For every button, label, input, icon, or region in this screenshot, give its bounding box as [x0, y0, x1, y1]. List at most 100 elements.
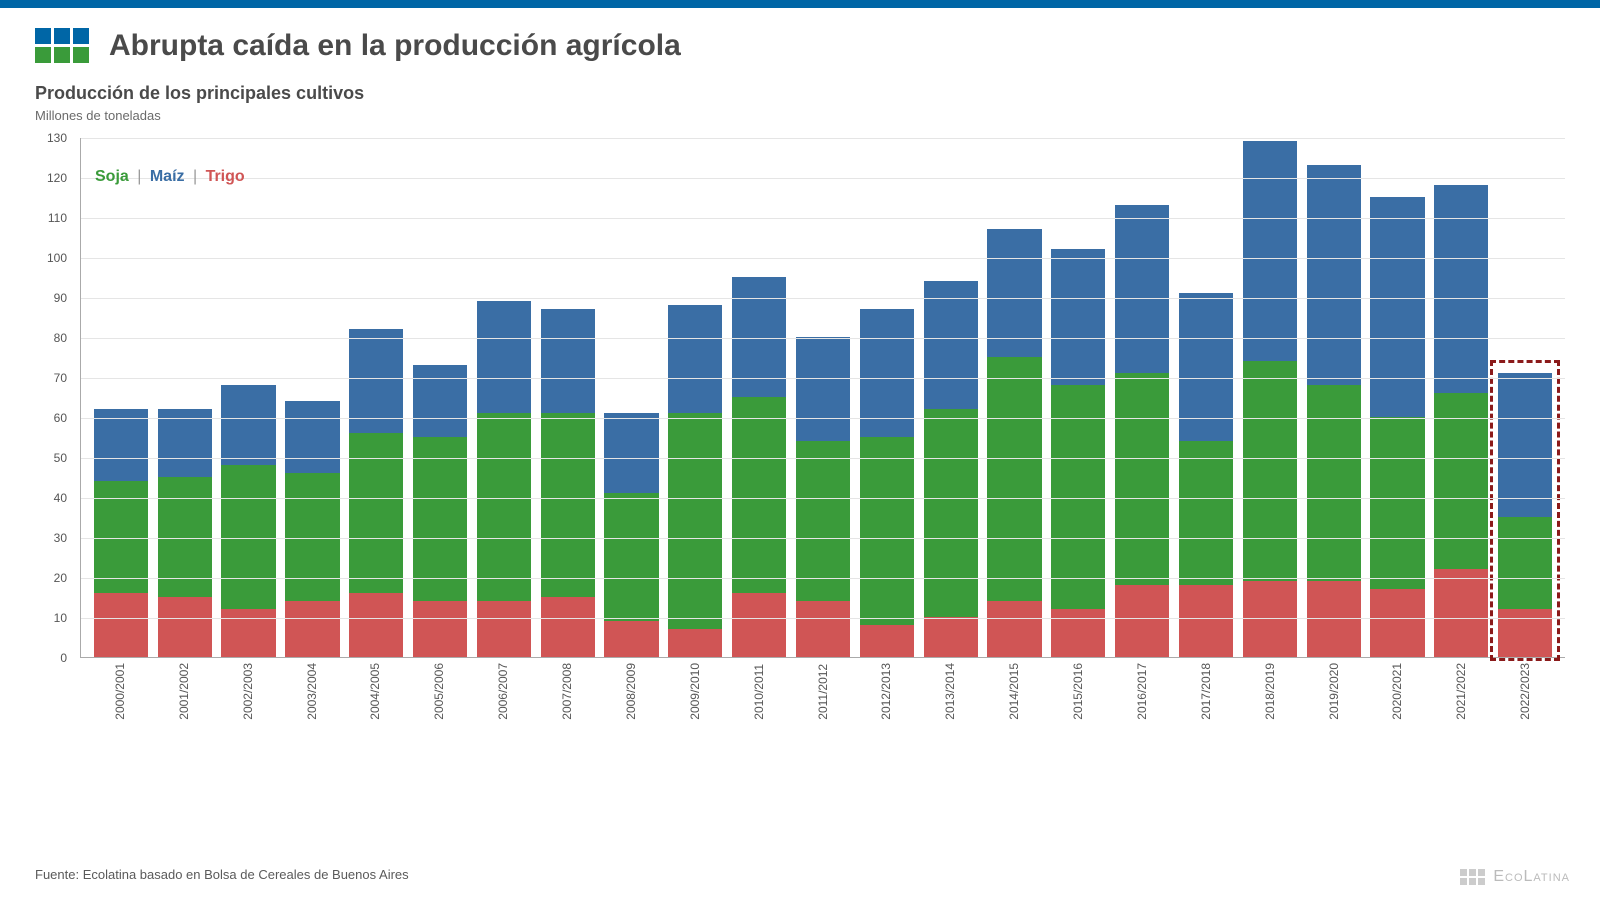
bar-segment-trigo [1051, 609, 1105, 657]
y-tick: 60 [54, 411, 67, 425]
y-tick: 110 [48, 211, 67, 225]
bar-segment-trigo [94, 593, 148, 657]
legend-item: Maíz [150, 168, 185, 185]
brand-icon [1460, 869, 1485, 885]
bar-segment-soja [987, 357, 1041, 601]
x-tick-label: 2020/2021 [1390, 663, 1404, 726]
y-tick: 90 [54, 291, 67, 305]
legend-item: Trigo [206, 168, 245, 185]
gridline [81, 298, 1565, 299]
bar-stack [987, 229, 1041, 657]
y-tick: 80 [54, 331, 67, 345]
plot-area [80, 138, 1565, 658]
brand-footer: EcoLatina [1460, 868, 1570, 886]
bar-column [1366, 138, 1430, 657]
x-tick-label: 2016/2017 [1135, 663, 1149, 726]
bar-column [919, 138, 983, 657]
bar-segment-trigo [604, 621, 658, 657]
bar-segment-soja [860, 437, 914, 625]
x-tick-label: 2006/2007 [496, 663, 510, 726]
bar-segment-trigo [541, 597, 595, 657]
gridline [81, 498, 1565, 499]
bar-segment-soja [1370, 417, 1424, 589]
x-tick-label: 2013/2014 [943, 663, 957, 726]
bar-segment-maiz [668, 305, 722, 413]
subtitle-block: Producción de los principales cultivos M… [0, 73, 1600, 123]
bar-segment-trigo [1115, 585, 1169, 657]
bar-segment-maiz [477, 301, 531, 413]
bar-segment-maiz [158, 409, 212, 477]
y-tick: 100 [47, 251, 67, 265]
bar-column [408, 138, 472, 657]
bar-segment-maiz [1307, 165, 1361, 385]
bar-segment-trigo [860, 625, 914, 657]
x-tick-label: 2019/2020 [1327, 663, 1341, 726]
bar-segment-soja [1307, 385, 1361, 581]
bar-segment-trigo [221, 609, 275, 657]
bar-stack [860, 309, 914, 657]
bar-segment-maiz [1051, 249, 1105, 385]
gridline [81, 578, 1565, 579]
bar-stack [221, 385, 275, 657]
bar-segment-maiz [285, 401, 339, 473]
brand-label: EcoLatina [1493, 868, 1570, 886]
bar-segment-maiz [604, 413, 658, 493]
x-tick-label: 2018/2019 [1263, 663, 1277, 726]
bar-segment-maiz [541, 309, 595, 413]
bar-segment-maiz [1243, 141, 1297, 361]
x-tick-label: 2005/2006 [432, 663, 446, 726]
bar-column [472, 138, 536, 657]
gridline [81, 538, 1565, 539]
legend-item: Soja [95, 168, 129, 185]
bar-segment-soja [796, 441, 850, 601]
bar-segment-maiz [221, 385, 275, 465]
bar-column [1429, 138, 1493, 657]
bar-segment-soja [541, 413, 595, 597]
bar-segment-maiz [94, 409, 148, 481]
logo-icon [35, 28, 89, 63]
bar-column [153, 138, 217, 657]
bar-segment-soja [1434, 393, 1488, 569]
chart-subtitle: Producción de los principales cultivos [35, 83, 1565, 104]
bar-segment-trigo [1498, 609, 1552, 657]
bar-column [89, 138, 153, 657]
bar-stack [158, 409, 212, 657]
y-tick: 50 [54, 451, 67, 465]
x-tick-label: 2022/2023 [1518, 663, 1532, 726]
bar-segment-trigo [285, 601, 339, 657]
bar-segment-soja [604, 493, 658, 621]
bar-stack [1498, 373, 1552, 657]
bar-segment-trigo [413, 601, 467, 657]
bar-segment-trigo [1179, 585, 1233, 657]
bar-stack [1370, 197, 1424, 657]
y-tick: 30 [54, 531, 67, 545]
x-tick-label: 2021/2022 [1454, 663, 1468, 726]
bar-column [344, 138, 408, 657]
gridline [81, 418, 1565, 419]
bar-stack [732, 277, 786, 657]
bar-stack [1115, 205, 1169, 657]
gridline [81, 218, 1565, 219]
x-tick-label: 2011/2012 [816, 663, 830, 726]
x-tick-label: 2017/2018 [1199, 663, 1213, 726]
bar-segment-soja [413, 437, 467, 601]
bar-segment-maiz [413, 365, 467, 437]
gridline [81, 138, 1565, 139]
bar-segment-maiz [1370, 197, 1424, 417]
bar-segment-soja [668, 413, 722, 629]
gridline [81, 178, 1565, 179]
unit-label: Millones de toneladas [35, 108, 1565, 123]
x-tick-label: 2009/2010 [688, 663, 702, 726]
bar-segment-maiz [796, 337, 850, 441]
bar-stack [541, 309, 595, 657]
gridline [81, 378, 1565, 379]
y-tick: 130 [47, 131, 67, 145]
bar-segment-trigo [987, 601, 1041, 657]
bar-segment-trigo [732, 593, 786, 657]
bar-column [1046, 138, 1110, 657]
top-accent-bar [0, 0, 1600, 8]
gridline [81, 618, 1565, 619]
bar-segment-soja [1115, 373, 1169, 585]
bars-container [81, 138, 1565, 657]
bar-segment-trigo [1434, 569, 1488, 657]
